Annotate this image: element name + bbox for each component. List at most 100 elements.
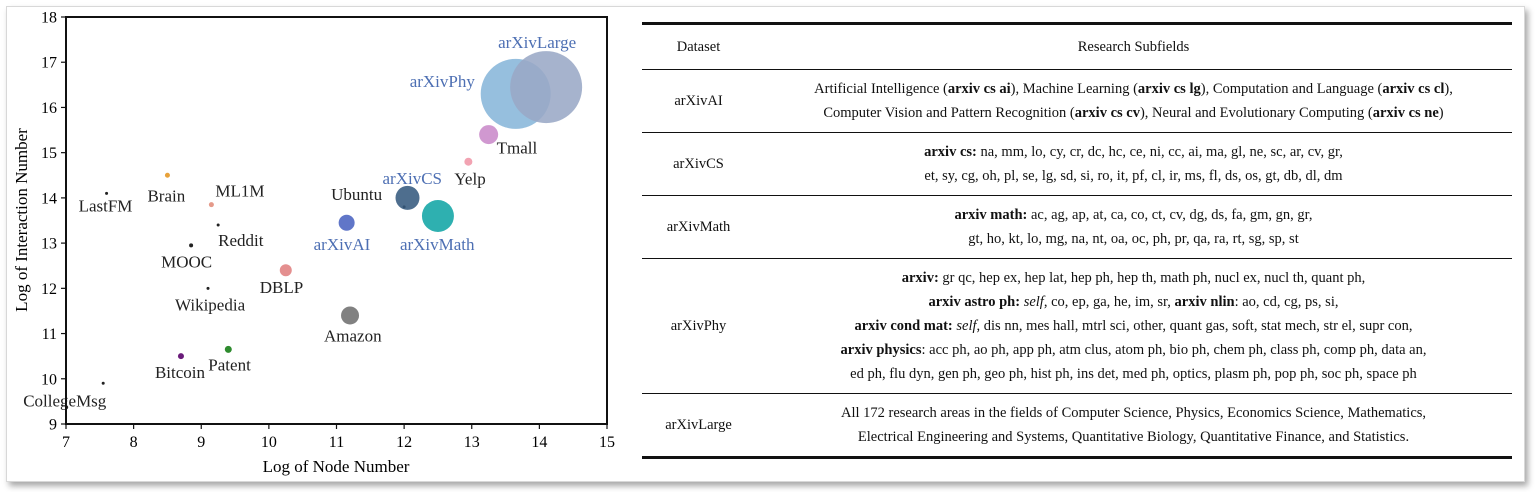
category-prefix: arxiv: — [901, 270, 939, 286]
subfield-text: , dis nn, mes hall, mtrl sci, other, qua… — [976, 318, 1413, 334]
x-axis-title: Log of Node Number — [263, 457, 410, 476]
point-lastfm — [105, 191, 109, 195]
x-tick-label: 10 — [261, 434, 277, 451]
table-row: arXivCS arxiv cs: na, mm, lo, cy, cr, dc,… — [642, 133, 1512, 196]
subfield-text: ), Machine Learning ( — [1010, 81, 1138, 97]
subfield-text: Artificial Intelligence ( — [814, 81, 948, 97]
subfields-line: Computer Vision and Pattern Recognition … — [759, 101, 1508, 125]
x-tick-label: 14 — [531, 434, 547, 451]
dataset-cell: arXivLarge — [665, 417, 732, 433]
y-tick-label: 9 — [49, 417, 57, 434]
label-layer: LastFM Brain ML1M Reddit MOOC Wikipedia DBLP Bi… — [23, 33, 576, 410]
y-tick-label: 11 — [42, 326, 57, 343]
point-bitcoin — [177, 353, 184, 360]
x-tick-label: 8 — [130, 434, 138, 451]
category-prefix: arxiv cs cv — [1074, 105, 1140, 121]
y-axis-title: Log of Interaction Number — [12, 128, 31, 312]
category-prefix: arxiv astro ph: — [928, 294, 1021, 310]
x-tick-label: 9 — [197, 434, 205, 451]
category-prefix: arxiv nlin — [1174, 294, 1235, 310]
x-tick-label: 15 — [599, 434, 615, 451]
y-tick-label: 10 — [41, 371, 57, 388]
subfields-line: arxiv cond mat: self, dis nn, mes hall, … — [759, 314, 1508, 338]
scatter-chart: LastFM Brain ML1M Reddit MOOC Wikipedia DBLP Bi… — [12, 10, 615, 477]
point-label-arxivmath: arXivMath — [400, 235, 475, 254]
point-label-tmall: Tmall — [497, 139, 538, 158]
dataset-column-header: Dataset — [676, 39, 721, 55]
point-collegemsg — [101, 381, 105, 385]
point-label-brain: Brain — [147, 186, 185, 205]
y-tick-label: 17 — [41, 55, 57, 72]
subfields-cell: arxiv: gr qc, hep ex, hep lat, hep ph, h… — [755, 259, 1512, 394]
category-prefix: arxiv math: — [954, 207, 1028, 223]
category-prefix: arxiv cond mat: — [854, 318, 953, 334]
subfield-text: na, mm, lo, cy, cr, dc, hc, ce, ni, cc, … — [976, 144, 1343, 160]
category-prefix: arxiv cs ne — [1372, 105, 1439, 121]
research-subfields-table-wrap: Dataset Research Subfields arXivAI Artifi… — [642, 22, 1512, 459]
point-label-bitcoin: Bitcoin — [155, 363, 206, 382]
point-label-dblp: DBLP — [260, 278, 303, 297]
point-arxivcs — [395, 185, 420, 210]
table-row: arXivLarge All 172 research areas in the … — [642, 394, 1512, 458]
subfield-text: self — [956, 318, 977, 334]
dataset-cell: arXivPhy — [670, 318, 727, 334]
subfields-line: All 172 research areas in the fields of … — [759, 401, 1508, 425]
subfield-text: : acc ph, ao ph, app ph, atm clus, atom … — [921, 342, 1427, 358]
point-patent — [224, 345, 232, 353]
subfield-text: Electrical Engineering and Systems, Quan… — [857, 429, 1410, 445]
subfields-cell: arxiv math: ac, ag, ap, at, ca, co, ct, … — [755, 196, 1512, 259]
subfield-text: ) — [1438, 105, 1444, 121]
point-label-lastfm: LastFM — [79, 196, 133, 215]
category-prefix: arxiv cs ai — [947, 81, 1011, 97]
point-label-reddit: Reddit — [218, 231, 264, 250]
subfields-line: et, sy, cg, oh, pl, se, lg, sd, si, ro, … — [759, 164, 1508, 188]
subfields-line: arxiv: gr qc, hep ex, hep lat, hep ph, h… — [759, 266, 1508, 290]
y-tick-label: 13 — [41, 236, 57, 253]
subfield-text: gt, ho, kt, lo, mg, na, nt, oa, oc, ph, … — [968, 231, 1299, 247]
subfields-cell: arxiv cs: na, mm, lo, cy, cr, dc, hc, ce… — [755, 133, 1512, 196]
subfield-text: ed ph, flu dyn, gen ph, geo ph, hist ph,… — [850, 366, 1417, 382]
subfields-line: arxiv math: ac, ag, ap, at, ca, co, ct, … — [759, 203, 1508, 227]
point-label-patent: Patent — [208, 355, 251, 374]
dataset-cell: arXivAI — [674, 93, 723, 109]
point-label-ml1m: ML1M — [215, 182, 264, 201]
y-tick-label: 15 — [41, 145, 57, 162]
subfield-text: ac, ag, ap, at, ca, co, ct, cv, dg, ds, … — [1027, 207, 1313, 223]
x-tick-label: 13 — [464, 434, 480, 451]
point-arxivmath — [421, 199, 454, 232]
table-body: arXivAI Artificial Intelligence (arxiv cs… — [642, 70, 1512, 458]
x-tick-label: 7 — [62, 434, 70, 451]
point-label-ubuntu: Ubuntu — [331, 185, 383, 204]
y-tick-label: 18 — [41, 10, 57, 27]
bubble-layer — [101, 51, 583, 385]
category-prefix: arxiv cs: — [924, 144, 977, 160]
point-mooc — [189, 243, 194, 248]
subfield-text: ), Computation and Language ( — [1200, 81, 1383, 97]
point-arxivai — [338, 214, 355, 231]
subfields-line: gt, ho, kt, lo, mg, na, nt, oa, oc, ph, … — [759, 227, 1508, 251]
category-prefix: arxiv physics — [840, 342, 922, 358]
point-label-arxivphy: arXivPhy — [410, 72, 476, 91]
category-prefix: arxiv cs cl — [1382, 81, 1445, 97]
table-row: arXivAI Artificial Intelligence (arxiv cs… — [642, 70, 1512, 133]
category-prefix: arxiv cs lg — [1137, 81, 1201, 97]
subfield-text: : ao, cd, cg, ps, si, — [1234, 294, 1339, 310]
point-brain — [164, 172, 170, 178]
subfield-text: , co, ep, ga, he, im, sr, — [1043, 294, 1175, 310]
point-label-collegemsg: CollegeMsg — [23, 391, 107, 410]
subfields-cell: All 172 research areas in the fields of … — [755, 394, 1512, 458]
y-tick-label: 16 — [41, 100, 57, 117]
y-tick-label: 14 — [41, 190, 57, 207]
point-label-arxivcs: arXivCS — [383, 169, 443, 188]
point-wikipedia — [206, 286, 210, 290]
subfields-line: Electrical Engineering and Systems, Quan… — [759, 425, 1508, 449]
point-label-amazon: Amazon — [324, 326, 382, 345]
research-subfields-table: Dataset Research Subfields arXivAI Artifi… — [642, 22, 1512, 459]
subfields-line: arxiv physics: acc ph, ao ph, app ph, at… — [759, 338, 1508, 362]
point-label-arxivai: arXivAI — [314, 235, 371, 254]
subfields-line: ed ph, flu dyn, gen ph, geo ph, hist ph,… — [759, 362, 1508, 386]
subfield-text: All 172 research areas in the fields of … — [840, 405, 1427, 421]
point-label-wikipedia: Wikipedia — [175, 295, 246, 314]
dataset-cell: arXivCS — [673, 156, 724, 172]
subfields-line: arxiv astro ph: self, co, ep, ga, he, im… — [759, 290, 1508, 314]
